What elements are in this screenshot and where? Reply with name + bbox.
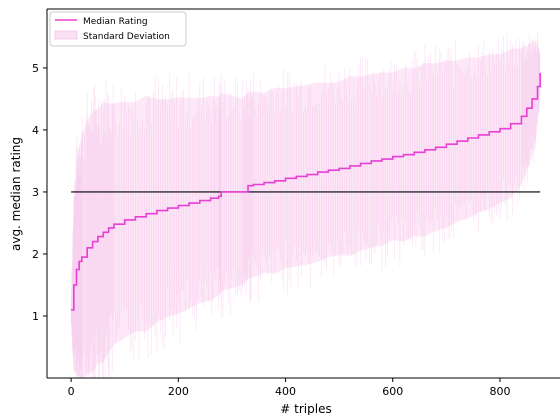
x-axis-label: # triples (280, 402, 331, 415)
legend-median-label: Median Rating (83, 17, 148, 27)
legend-std-swatch (54, 30, 78, 40)
axes: 0 200 400 600 800 1 2 3 4 5 # triples avg. media… (9, 8, 560, 415)
y-ticks: 1 2 3 4 5 (32, 62, 47, 323)
y-axis-label: avg. median rating (9, 137, 23, 251)
legend: Median Rating Standard Deviation (49, 11, 187, 47)
y-tick-label: 2 (32, 248, 39, 261)
x-tick-label: 600 (382, 385, 403, 398)
y-tick-label: 1 (32, 310, 39, 323)
x-tick-label: 800 (489, 385, 510, 398)
x-ticks: 0 200 400 600 800 (68, 378, 510, 398)
x-tick-label: 400 (275, 385, 296, 398)
median-rating-line (71, 72, 542, 311)
legend-frame (49, 11, 187, 47)
y-tick-label: 4 (32, 124, 39, 137)
legend-std-label: Standard Deviation (83, 32, 170, 42)
std-band (71, 40, 541, 378)
plot-area (70, 32, 542, 378)
x-tick-label: 200 (168, 385, 189, 398)
y-tick-label: 3 (32, 186, 39, 199)
x-tick-label: 0 (68, 385, 75, 398)
y-tick-label: 5 (32, 62, 39, 75)
